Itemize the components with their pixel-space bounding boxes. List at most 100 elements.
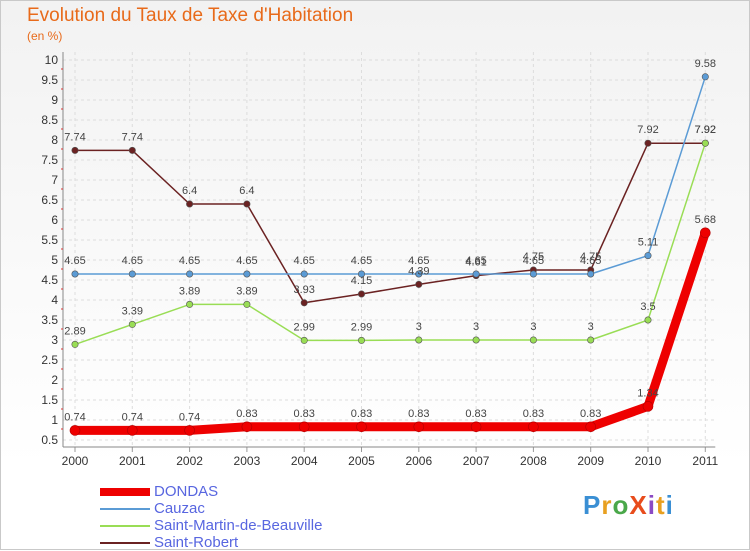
legend-label: DONDAS (154, 483, 219, 500)
data-label: 3 (588, 321, 594, 333)
y-tick-label: 9 (51, 93, 58, 107)
data-label: 0.74 (64, 411, 85, 423)
data-label: 4.65 (122, 255, 143, 267)
data-point (415, 270, 423, 278)
data-label: 0.83 (293, 408, 314, 420)
data-point (529, 336, 537, 344)
data-point (71, 340, 79, 348)
data-label: 9.58 (695, 58, 716, 70)
data-label: 7.92 (695, 124, 716, 136)
data-label: 0.83 (408, 408, 429, 420)
x-tick-label: 2005 (348, 454, 375, 468)
data-point (585, 421, 597, 433)
data-label: 4.39 (408, 265, 429, 277)
x-tick-label: 2002 (176, 454, 203, 468)
data-point (470, 421, 482, 433)
series-layer (69, 73, 711, 436)
legend-swatch (100, 525, 150, 527)
data-label: 1.34 (637, 387, 658, 399)
y-tick-label: 8 (51, 133, 58, 147)
data-label: 2.99 (293, 321, 314, 333)
data-point (186, 270, 194, 278)
logo-letter: i (665, 490, 674, 520)
series-line-saint-robert (74, 142, 707, 304)
data-point (128, 320, 136, 328)
y-tick-label: 0.5 (41, 433, 58, 447)
data-point (128, 146, 136, 154)
data-point (701, 73, 709, 81)
grid (63, 52, 716, 447)
legend-swatch (100, 488, 150, 496)
logo-letter: P (583, 490, 602, 520)
data-label: 4.65 (580, 255, 601, 267)
data-point (243, 300, 251, 308)
data-point (587, 336, 595, 344)
data-label: 3.93 (293, 284, 314, 296)
data-point (642, 401, 654, 412)
logo-letter: t (655, 490, 666, 520)
data-label: 5.11 (638, 237, 659, 249)
data-point (415, 280, 423, 288)
data-point (528, 421, 539, 433)
data-label: 3.89 (236, 285, 257, 297)
logo-letter: i (647, 490, 656, 520)
data-point (357, 270, 365, 278)
data-label: 7.92 (637, 124, 658, 136)
data-label: 4.61 (465, 257, 486, 269)
data-point (472, 336, 480, 344)
data-label: 0.83 (523, 408, 544, 420)
data-label: 4.65 (64, 255, 85, 267)
data-label: 0.83 (236, 408, 257, 420)
chart-unit-label: (en %) (27, 29, 63, 43)
data-point (644, 139, 652, 147)
data-point (243, 270, 251, 278)
data-point (243, 200, 251, 208)
y-tick-label: 4.5 (41, 273, 58, 287)
data-label: 2.99 (351, 321, 372, 333)
y-tick-label: 1 (51, 413, 58, 427)
data-point (529, 270, 537, 278)
data-label: 4.65 (351, 255, 372, 267)
data-label: 3 (530, 321, 536, 333)
data-label: 2.89 (64, 325, 85, 337)
x-tick-label: 2010 (635, 454, 662, 468)
data-label: 3.5 (640, 301, 655, 313)
data-point (644, 316, 652, 324)
data-label: 4.65 (179, 255, 200, 267)
data-label: 0.83 (465, 408, 486, 420)
data-label: 7.92 (695, 124, 716, 136)
x-tick-label: 2008 (520, 454, 547, 468)
data-label: 3 (473, 321, 479, 333)
data-label: 0.83 (580, 408, 601, 420)
data-label: 0.74 (122, 411, 143, 423)
proxiti-logo: ProXiti (583, 490, 674, 521)
y-tick-label: 6.5 (41, 193, 58, 207)
series-line-cauzac (74, 76, 707, 275)
x-tick-label: 2003 (234, 454, 261, 468)
y-tick-label: 9.5 (41, 73, 58, 87)
data-point (699, 227, 711, 239)
data-point (356, 421, 367, 433)
legend-label: Cauzac (154, 500, 205, 517)
data-label: 6.4 (239, 185, 254, 197)
data-point (701, 139, 709, 147)
data-label: 4.65 (408, 255, 429, 267)
series-line-saint-martin-de-beauville (74, 142, 707, 346)
data-label: 4.65 (523, 255, 544, 267)
data-point (127, 425, 138, 436)
y-tick-label: 1.5 (41, 393, 58, 407)
data-point (71, 270, 79, 278)
data-point (186, 300, 194, 308)
data-label: 3.39 (122, 305, 143, 317)
data-point (300, 299, 308, 307)
data-label: 5.68 (695, 214, 716, 226)
axes: 0.5 1 1.5 2 2.5 3 3.5 4 4.5 5 5.5 6 6.5 7 7.5 8 8.5 9 9.5 1… (41, 52, 719, 468)
data-point (71, 146, 79, 154)
y-tick-label: 7 (51, 173, 58, 187)
data-labels: 0.74 0.74 0.74 0.83 0.83 0.83 0.83 0.83 0.83 0.83… (64, 58, 716, 424)
data-label: 4.65 (293, 255, 314, 267)
data-label: 4.65 (236, 255, 257, 267)
data-point (644, 252, 652, 260)
